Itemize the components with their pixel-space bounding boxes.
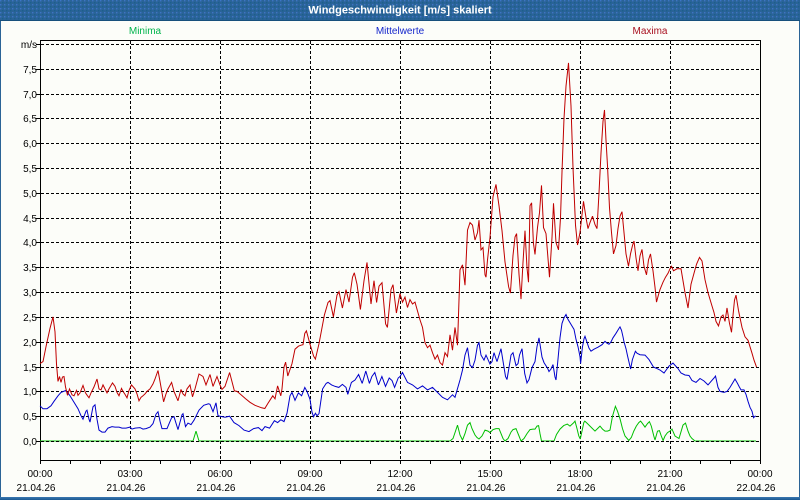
svg-text:4,0: 4,0 bbox=[23, 238, 37, 249]
svg-text:21.04.26: 21.04.26 bbox=[287, 483, 326, 494]
svg-text:00:00: 00:00 bbox=[27, 469, 52, 480]
svg-text:7,5: 7,5 bbox=[23, 65, 37, 76]
svg-text:3,5: 3,5 bbox=[23, 263, 37, 274]
svg-text:18:00: 18:00 bbox=[567, 469, 592, 480]
svg-text:m/s: m/s bbox=[21, 40, 37, 51]
svg-text:21.04.26: 21.04.26 bbox=[557, 483, 596, 494]
svg-text:21.04.26: 21.04.26 bbox=[17, 483, 56, 494]
svg-text:3,0: 3,0 bbox=[23, 288, 37, 299]
svg-text:1,5: 1,5 bbox=[23, 363, 37, 374]
svg-text:Mittelwerte: Mittelwerte bbox=[376, 26, 425, 37]
svg-text:21.04.26: 21.04.26 bbox=[647, 483, 686, 494]
svg-text:09:00: 09:00 bbox=[297, 469, 322, 480]
svg-text:2,5: 2,5 bbox=[23, 313, 37, 324]
svg-text:12:00: 12:00 bbox=[387, 469, 412, 480]
svg-text:Maxima: Maxima bbox=[632, 26, 667, 37]
svg-text:21.04.26: 21.04.26 bbox=[197, 483, 236, 494]
svg-text:00:00: 00:00 bbox=[747, 469, 772, 480]
svg-text:21:00: 21:00 bbox=[657, 469, 682, 480]
svg-text:0,0: 0,0 bbox=[23, 437, 37, 448]
svg-text:Windgeschwindigkeit [m/s] skal: Windgeschwindigkeit [m/s] skaliert bbox=[308, 5, 492, 17]
svg-text:6,5: 6,5 bbox=[23, 114, 37, 125]
svg-text:7,0: 7,0 bbox=[23, 90, 37, 101]
svg-text:21.04.26: 21.04.26 bbox=[107, 483, 146, 494]
svg-text:03:00: 03:00 bbox=[117, 469, 142, 480]
svg-text:06:00: 06:00 bbox=[207, 469, 232, 480]
svg-text:15:00: 15:00 bbox=[477, 469, 502, 480]
svg-text:1,0: 1,0 bbox=[23, 387, 37, 398]
svg-text:21.04.26: 21.04.26 bbox=[377, 483, 416, 494]
svg-text:0,5: 0,5 bbox=[23, 412, 37, 423]
svg-text:22.04.26: 22.04.26 bbox=[737, 483, 776, 494]
svg-text:6,0: 6,0 bbox=[23, 139, 37, 150]
svg-text:Minima: Minima bbox=[129, 26, 162, 37]
svg-text:4,5: 4,5 bbox=[23, 214, 37, 225]
svg-text:5,0: 5,0 bbox=[23, 189, 37, 200]
svg-text:5,5: 5,5 bbox=[23, 164, 37, 175]
svg-text:2,0: 2,0 bbox=[23, 338, 37, 349]
svg-text:21.04.26: 21.04.26 bbox=[467, 483, 506, 494]
